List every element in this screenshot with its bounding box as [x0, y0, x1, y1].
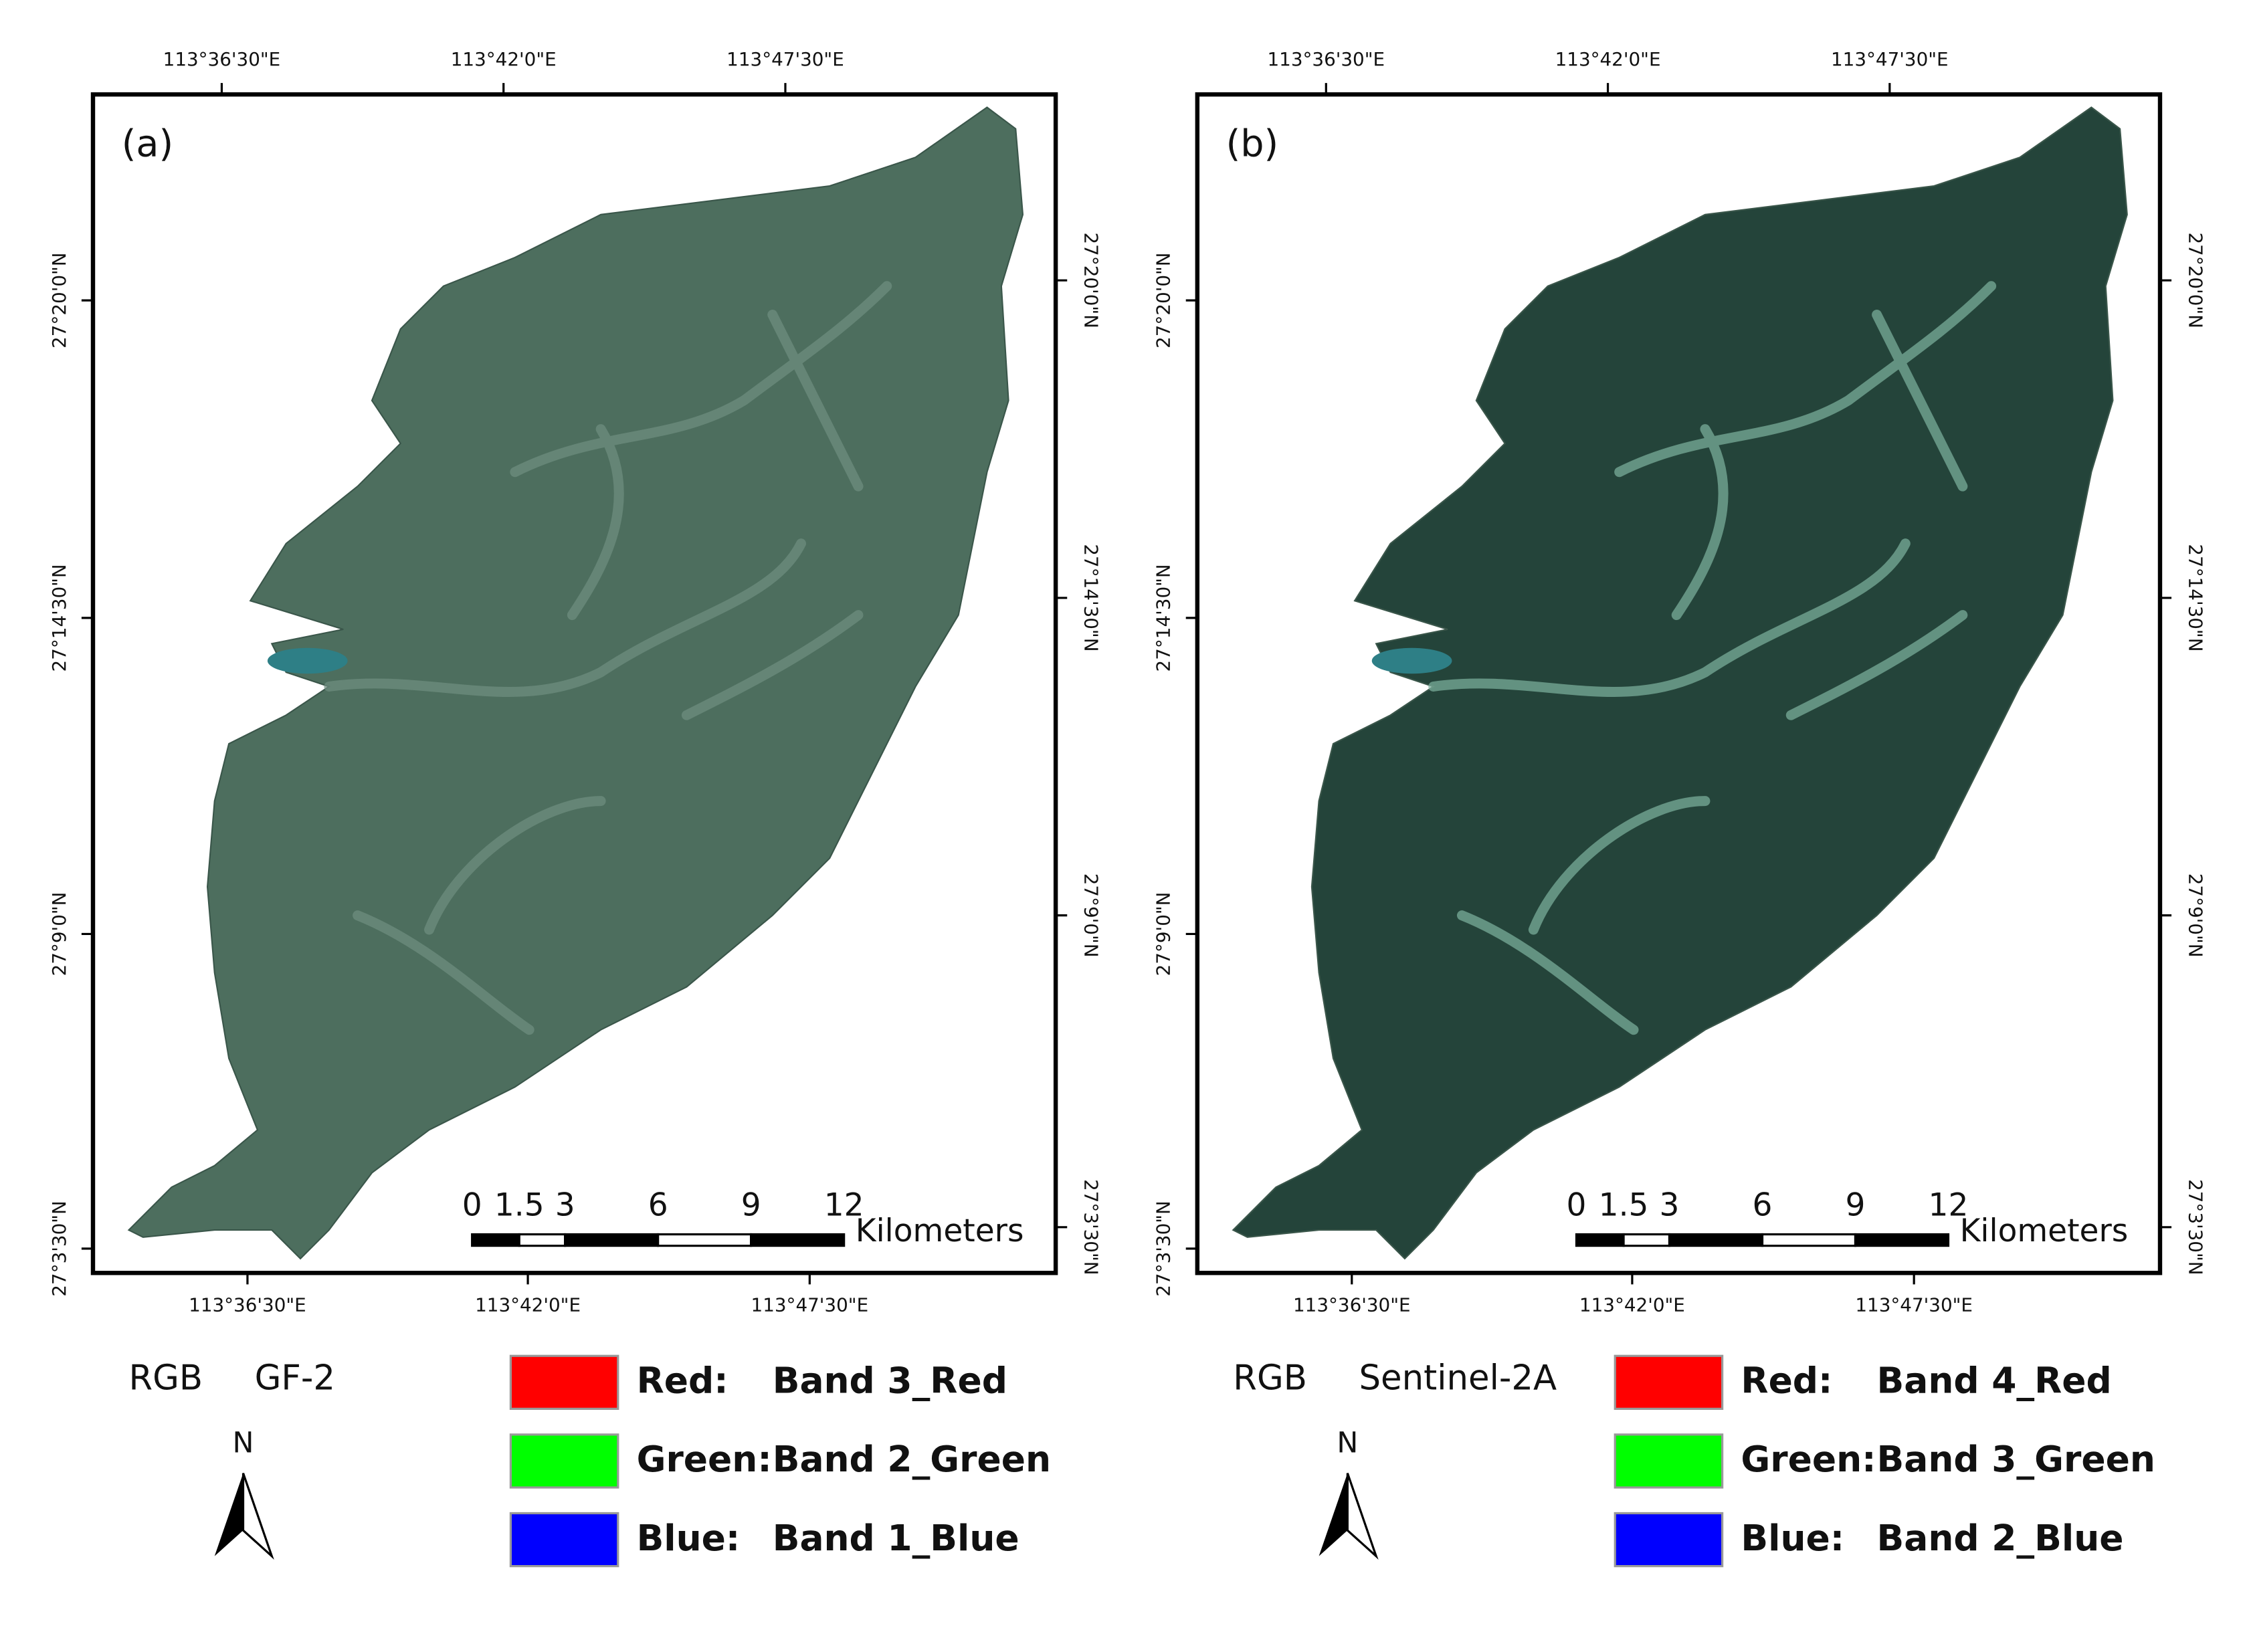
legend-channel: Blue:	[637, 1517, 741, 1559]
right-tick-label: 27°20'0"N	[2184, 232, 2206, 328]
scale-segment	[518, 1233, 567, 1247]
scale-label: 3	[1660, 1186, 1680, 1223]
north-arrow	[241, 1473, 274, 1560]
legend-band: Band 2_Blue	[1877, 1517, 2124, 1559]
legend-band: Band 2_Green	[773, 1438, 1051, 1480]
right-tick-label: 27°20'0"N	[1080, 232, 1102, 328]
legend-channel: Green:	[637, 1438, 772, 1480]
reservoir	[1371, 647, 1452, 674]
legend-swatch	[1614, 1354, 1724, 1410]
right-tick-label: 27°9'0"N	[1080, 873, 1102, 958]
scale-label: 1.5	[494, 1186, 545, 1223]
scale-segment	[1622, 1233, 1671, 1247]
left-tick-label: 27°20'0"N	[48, 252, 70, 348]
scale-segment	[471, 1233, 520, 1247]
north-arrow	[1346, 1473, 1379, 1560]
scale-segment	[657, 1233, 753, 1247]
legend-band: Band 1_Blue	[773, 1517, 1019, 1559]
top-tick-label: 113°47'30"E	[726, 48, 844, 70]
scale-segment	[564, 1233, 660, 1247]
scale-label: 6	[648, 1186, 668, 1223]
left-tick-label: 27°20'0"N	[1153, 252, 1175, 348]
panels: (a) 113°36'30"E 113°42'0"E 113°47'30"E 113°3…	[48, 48, 2206, 1568]
bottom-tick-label: 113°47'30"E	[1855, 1294, 1973, 1316]
north-label: N	[233, 1426, 254, 1459]
sensor-label: Sentinel-2A	[1359, 1358, 1557, 1399]
legend-channel: Red:	[637, 1360, 728, 1402]
top-tick-label: 113°42'0"E	[1555, 48, 1661, 70]
legend-band: Band 3_Green	[1877, 1438, 2155, 1480]
legend-swatch	[509, 1354, 619, 1410]
right-tick-label: 27°14'30"N	[2184, 544, 2206, 651]
scale-label: 12	[824, 1186, 864, 1223]
map-frame	[90, 92, 1058, 1275]
legend-band: Band 3_Red	[773, 1360, 1007, 1402]
right-tick-label: 27°9'0"N	[2184, 873, 2206, 958]
north-label: N	[1337, 1426, 1358, 1459]
north-arrow	[1319, 1473, 1348, 1556]
bottom-tick-label: 113°42'0"E	[475, 1294, 581, 1316]
north-arrow	[214, 1473, 243, 1556]
top-tick-label: 113°47'30"E	[1831, 48, 1949, 70]
legend-channel: Green:	[1741, 1438, 1876, 1480]
map-frame	[1195, 92, 2163, 1275]
sensor-label: GF-2	[255, 1358, 335, 1399]
scale-label: 3	[555, 1186, 575, 1223]
left-tick-label: 27°3'30"N	[48, 1201, 70, 1296]
scale-unit: Kilometers	[856, 1213, 1024, 1249]
legend-channel: Blue:	[1741, 1517, 1844, 1559]
legend-band: Band 4_Red	[1877, 1360, 2112, 1402]
rgb-label: RGB	[1233, 1358, 1307, 1399]
left-tick-label: 27°9'0"N	[48, 892, 70, 976]
left-tick-label: 27°3'30"N	[1153, 1201, 1175, 1296]
scale-label: 0	[462, 1186, 482, 1223]
top-tick-label: 113°42'0"E	[451, 48, 557, 70]
right-tick-label: 27°3'30"N	[1080, 1179, 1102, 1275]
scale-label: 9	[741, 1186, 761, 1223]
scale-label: 12	[1929, 1186, 1969, 1223]
left-tick-label: 27°14'30"N	[1153, 564, 1175, 672]
right-tick-label: 27°14'30"N	[1080, 544, 1102, 651]
scale-label: 0	[1567, 1186, 1587, 1223]
panel-label: (b)	[1226, 122, 1279, 165]
top-tick-label: 113°36'30"E	[163, 48, 281, 70]
scale-label: 6	[1753, 1186, 1773, 1223]
scale-segment	[1854, 1233, 1950, 1247]
scale-segment	[1761, 1233, 1857, 1247]
bottom-tick-label: 113°47'30"E	[751, 1294, 869, 1316]
map-panel: (a) 113°36'30"E 113°42'0"E 113°47'30"E 113°3…	[48, 48, 1102, 1568]
legend-swatch	[1614, 1433, 1724, 1489]
legend-swatch	[1614, 1512, 1724, 1568]
rgb-label: RGB	[128, 1358, 203, 1399]
legend-channel: Red:	[1741, 1360, 1832, 1402]
scale-label: 1.5	[1599, 1186, 1649, 1223]
legend-swatch	[509, 1512, 619, 1568]
map-panel: (b) 113°36'30"E 113°42'0"E 113°47'30"E 113°3…	[1153, 48, 2206, 1568]
scale-segment	[750, 1233, 846, 1247]
top-tick-label: 113°36'30"E	[1267, 48, 1385, 70]
scale-segment	[1668, 1233, 1764, 1247]
legend-swatch	[509, 1433, 619, 1489]
left-tick-label: 27°9'0"N	[1153, 892, 1175, 976]
scale-label: 9	[1846, 1186, 1866, 1223]
left-tick-label: 27°14'30"N	[48, 564, 70, 672]
right-tick-label: 27°3'30"N	[2184, 1179, 2206, 1275]
reservoir	[267, 647, 348, 674]
scale-segment	[1575, 1233, 1625, 1247]
bottom-tick-label: 113°42'0"E	[1579, 1294, 1685, 1316]
panel-label: (a)	[122, 122, 173, 165]
bottom-tick-label: 113°36'30"E	[1293, 1294, 1411, 1316]
scale-unit: Kilometers	[1960, 1213, 2129, 1249]
bottom-tick-label: 113°36'30"E	[189, 1294, 306, 1316]
